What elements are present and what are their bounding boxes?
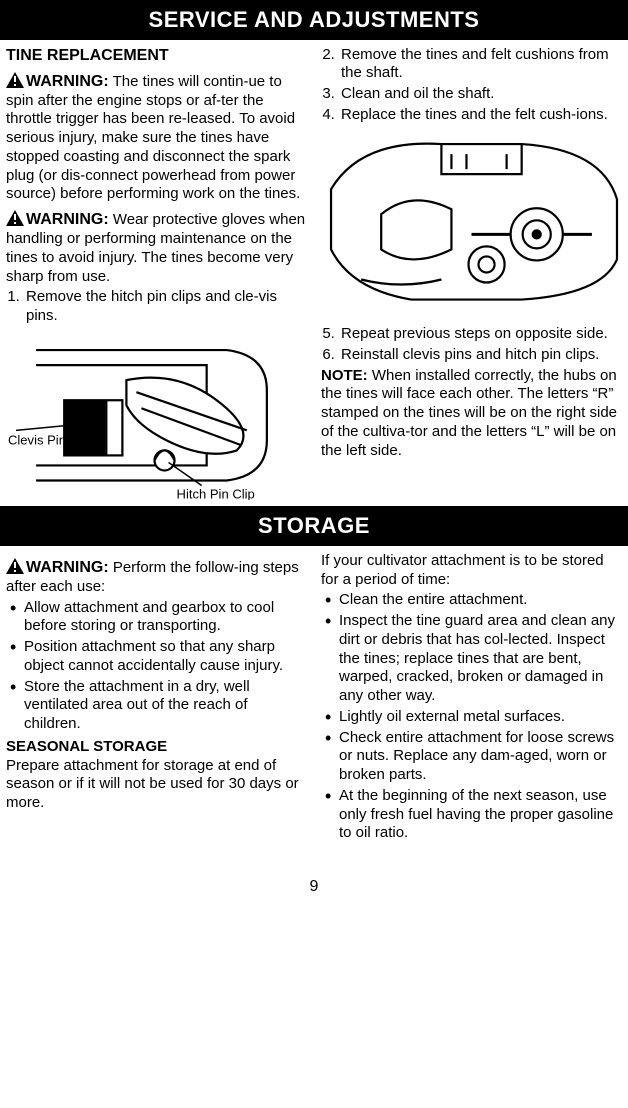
warning-triangle-icon — [6, 72, 24, 88]
storage-columns: WARNING: Perform the follow-ing steps af… — [6, 552, 622, 845]
left-step-list: Remove the hitch pin clips and cle-vis p… — [6, 288, 307, 326]
service-left-col: TINE REPLACEMENT WARNING: The tines will… — [6, 46, 307, 507]
warning-triangle-icon — [6, 558, 24, 574]
list-item: Remove the hitch pin clips and cle-vis p… — [24, 288, 307, 326]
banner-storage: STORAGE — [0, 506, 628, 546]
storage-right-bullets: Clean the entire attachment. Inspect the… — [321, 591, 622, 843]
list-item: Store the attachment in a dry, well vent… — [20, 678, 307, 734]
storage-right-col: If your cultivator attachment is to be s… — [321, 552, 622, 845]
list-item: Clean the entire attachment. — [335, 591, 622, 610]
figure-clevis-pin: Clevis Pin Hitch Pin Clip — [6, 330, 307, 501]
clevis-pin-label: Clevis Pin — [8, 432, 66, 447]
hitch-pin-clip-label: Hitch Pin Clip — [177, 486, 255, 500]
list-item: Reinstall clevis pins and hitch pin clip… — [339, 346, 622, 365]
list-item: Allow attachment and gearbox to cool bef… — [20, 599, 307, 637]
list-item: Remove the tines and felt cushions from … — [339, 46, 622, 84]
storage-right-intro: If your cultivator attachment is to be s… — [321, 552, 622, 590]
banner-service: SERVICE AND ADJUSTMENTS — [0, 0, 628, 40]
right-step-list-1: Remove the tines and felt cushions from … — [321, 46, 622, 125]
warning-2: WARNING: Wear protective gloves when han… — [6, 210, 307, 286]
storage-left-bullets: Allow attachment and gearbox to cool bef… — [6, 599, 307, 734]
warning-1: WARNING: The tines will contin-ue to spi… — [6, 72, 307, 205]
seasonal-storage-heading: SEASONAL STORAGE — [6, 738, 307, 757]
list-item: Lightly oil external metal surfaces. — [335, 708, 622, 727]
seasonal-storage-text: Prepare attachment for storage at end of… — [6, 757, 307, 813]
note-label: NOTE: — [321, 367, 368, 384]
right-step-list-2: Repeat previous steps on opposite side. … — [321, 325, 622, 365]
storage-left-col: WARNING: Perform the follow-ing steps af… — [6, 552, 307, 845]
list-item: Check entire attachment for loose screws… — [335, 729, 622, 785]
warning-1-text: The tines will contin-ue to spin after t… — [6, 73, 300, 203]
page-number: 9 — [6, 877, 622, 897]
note-paragraph: NOTE: When installed correctly, the hubs… — [321, 367, 622, 461]
list-item: At the beginning of the next season, use… — [335, 787, 622, 843]
warning-triangle-icon — [6, 210, 24, 226]
warning-2-label: WARNING: — [26, 211, 109, 228]
service-right-col: Remove the tines and felt cushions from … — [321, 46, 622, 507]
storage-warning: WARNING: Perform the follow-ing steps af… — [6, 558, 307, 597]
figure-tines-shaft — [321, 129, 622, 320]
manual-page: SERVICE AND ADJUSTMENTS TINE REPLACEMENT… — [0, 0, 628, 897]
list-item: Repeat previous steps on opposite side. — [339, 325, 622, 344]
list-item: Clean and oil the shaft. — [339, 85, 622, 104]
tine-replacement-heading: TINE REPLACEMENT — [6, 46, 307, 66]
storage-warning-label: WARNING: — [26, 559, 109, 576]
warning-1-label: WARNING: — [26, 73, 109, 90]
list-item: Position attachment so that any sharp ob… — [20, 638, 307, 676]
list-item: Inspect the tine guard area and clean an… — [335, 612, 622, 706]
list-item: Replace the tines and the felt cush-ions… — [339, 106, 622, 125]
service-columns: TINE REPLACEMENT WARNING: The tines will… — [6, 46, 622, 507]
